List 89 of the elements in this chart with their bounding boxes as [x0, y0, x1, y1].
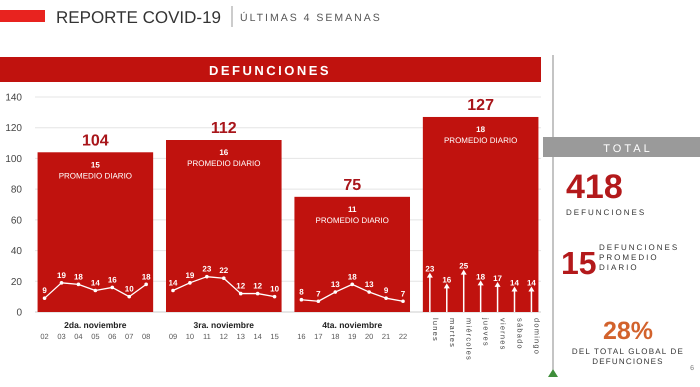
- annotation: 15 PROMEDIO DIARIO: [58, 160, 132, 180]
- point: [256, 292, 260, 296]
- data-label: 10: [270, 284, 280, 294]
- point: [94, 288, 98, 292]
- data-label: 25: [459, 262, 469, 271]
- text: DEL TOTAL GLOBAL DE DEFUNCIONES: [572, 347, 684, 366]
- data-label: 14: [510, 278, 520, 288]
- point: [494, 282, 501, 287]
- data-label: 23: [425, 264, 435, 274]
- data-label: 7: [400, 289, 406, 298]
- bar: [294, 196, 410, 312]
- data-label: 13: [330, 280, 340, 290]
- data-label: 14: [90, 278, 100, 288]
- text: ÚLTIMAS 4 SEMANAS: [240, 11, 382, 24]
- data-label: 12: [253, 282, 263, 291]
- point: [110, 286, 114, 290]
- point: [144, 282, 148, 286]
- data-label: 14: [168, 278, 178, 288]
- data-label: 16: [108, 275, 118, 284]
- text: REPORTE COVID-19: [56, 8, 222, 27]
- data-label: 16: [442, 275, 452, 284]
- point: [478, 280, 484, 286]
- y-tick-label: 20: [10, 276, 22, 288]
- x-tick-label: 3ra. noviembre: [194, 320, 254, 330]
- data-label: 18: [348, 272, 358, 282]
- text: TOTAL: [603, 143, 653, 155]
- data-label: 104: [82, 132, 109, 150]
- data-label: 18: [142, 272, 152, 282]
- y-tick-label: 140: [5, 92, 22, 104]
- data-label: 18: [476, 272, 486, 282]
- text: DEFUNCIONES PROMEDIO DIARIO: [599, 243, 680, 272]
- x-tick-label: 2da. noviembre: [64, 320, 127, 330]
- data-label: 18: [74, 272, 84, 282]
- annotation: 18 PROMEDIO DIARIO: [444, 124, 518, 145]
- point: [42, 296, 46, 300]
- data-label: 127: [467, 96, 494, 114]
- chart-title: DEFUNCIONES: [208, 63, 332, 78]
- data-label: 13: [364, 280, 374, 290]
- y-tick-label: 80: [10, 184, 22, 196]
- annotation: 11 PROMEDIO DIARIO: [316, 204, 389, 225]
- point: [528, 286, 534, 292]
- data-label: 12: [236, 282, 246, 291]
- point: [76, 282, 80, 286]
- text: 28%: [602, 317, 654, 345]
- y-tick-label: 100: [5, 154, 22, 165]
- point: [367, 290, 371, 294]
- point: [272, 294, 276, 298]
- data-label: 19: [185, 270, 195, 280]
- point: [460, 270, 467, 275]
- x-tick-label: 4ta. noviembre: [322, 320, 382, 330]
- data-label: 9: [384, 286, 389, 296]
- data-label: 75: [343, 176, 362, 194]
- point: [401, 299, 405, 304]
- point: [238, 292, 243, 296]
- data-label: 17: [493, 274, 503, 283]
- data-label: 23: [202, 264, 212, 274]
- point: [333, 290, 338, 294]
- point: [60, 281, 64, 285]
- point: [171, 288, 175, 292]
- text: DEFUNCIONES: [566, 208, 646, 217]
- bar: [38, 152, 154, 312]
- point: [127, 294, 132, 298]
- point: [188, 281, 192, 285]
- point: [300, 298, 304, 302]
- bar: [166, 140, 282, 312]
- point: [205, 274, 209, 278]
- data-label: 112: [210, 120, 237, 137]
- point: [350, 282, 354, 286]
- annotation: 16 PROMEDIO DIARIO: [187, 148, 260, 168]
- y-tick-label: 120: [5, 123, 22, 134]
- point: [316, 299, 320, 304]
- point: [444, 283, 450, 288]
- data-label: 14: [526, 278, 536, 288]
- point: [512, 286, 518, 292]
- data-label: 10: [124, 284, 134, 294]
- text: 15: [561, 245, 597, 281]
- y-tick-label: 40: [10, 246, 22, 258]
- point: [384, 296, 388, 300]
- text: 418: [566, 168, 623, 206]
- y-tick-label: 0: [16, 308, 22, 318]
- bar: [422, 116, 538, 312]
- point: [222, 276, 226, 280]
- data-label: 19: [57, 270, 66, 280]
- data-label: 8: [299, 288, 304, 297]
- point: [426, 272, 433, 278]
- data-label: 22: [219, 266, 229, 276]
- data-label: 7: [316, 289, 322, 298]
- y-tick-label: 60: [10, 215, 22, 226]
- data-label: 9: [42, 286, 48, 296]
